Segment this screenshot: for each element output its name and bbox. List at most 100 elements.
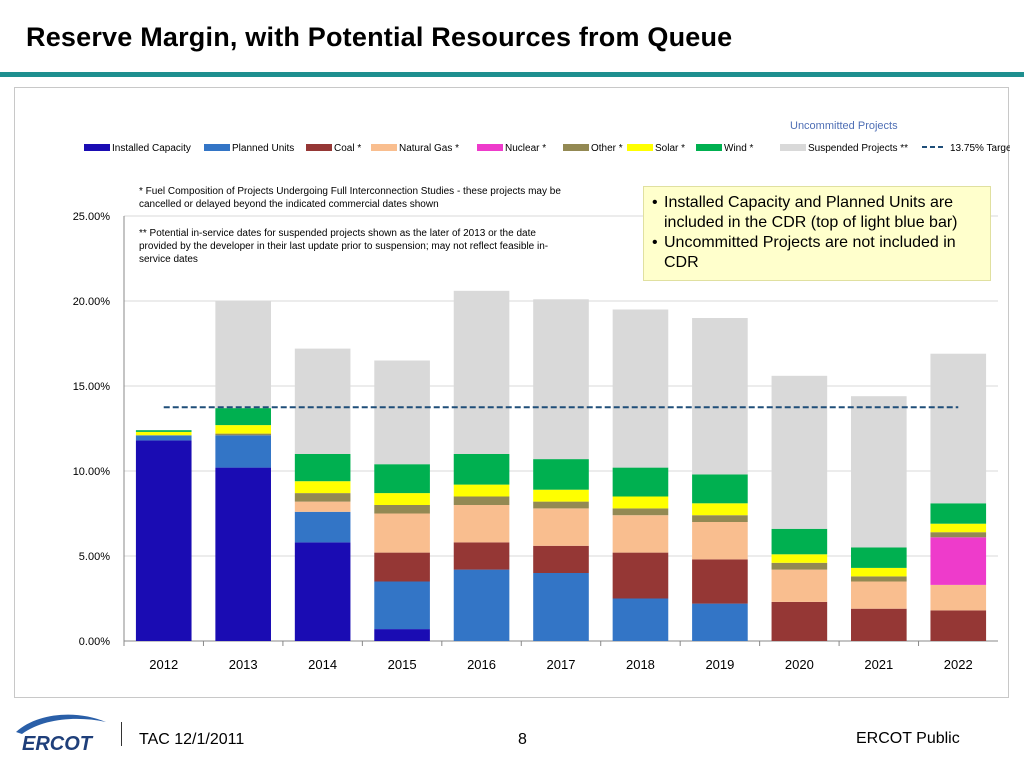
x-tick-label: 2014 xyxy=(308,657,337,672)
bar-segment xyxy=(851,608,907,641)
x-tick-label: 2012 xyxy=(149,657,178,672)
y-tick-label: 25.00% xyxy=(73,211,111,223)
y-tick-label: 20.00% xyxy=(73,296,111,308)
bar-segment xyxy=(851,576,907,582)
bar-segment xyxy=(692,515,748,522)
bar-segment xyxy=(453,569,510,641)
bar-segment xyxy=(135,440,192,641)
bar-segment xyxy=(771,528,828,555)
bar-segment xyxy=(453,290,510,454)
bar-segment xyxy=(294,542,351,641)
bar-segment xyxy=(374,360,430,465)
legend-label: Planned Units xyxy=(232,143,294,154)
bar-segment xyxy=(930,523,987,533)
bar-segment xyxy=(374,513,430,553)
cdr-callout-box: Installed Capacity and Planned Units are… xyxy=(643,186,991,281)
reserve-margin-chart: 0.00% 5.00% 10.00% 15.00% 20.00% 25.00% 2012 20… xyxy=(73,143,1010,672)
note-suspended-projects: ** Potential in-service dates for suspen… xyxy=(139,228,549,265)
legend-label: Solar * xyxy=(655,143,685,154)
legend-swatch xyxy=(477,144,503,151)
bar-segment xyxy=(374,493,430,505)
bar-segment xyxy=(612,552,669,599)
bar-segment xyxy=(453,454,510,485)
bar-segment xyxy=(612,515,669,553)
bar-segment xyxy=(533,489,589,502)
bar-segment xyxy=(771,554,828,563)
svg-text:ERCOT: ERCOT xyxy=(22,733,94,755)
chart-frame: 0.00% 5.00% 10.00% 15.00% 20.00% 25.00% 2012 20… xyxy=(14,87,1010,698)
bar-segment xyxy=(294,493,351,502)
bar-segment xyxy=(453,505,510,543)
bar-segment xyxy=(374,629,430,641)
bar-segment xyxy=(692,503,748,516)
bar-segment xyxy=(533,501,589,509)
footer-separator xyxy=(121,722,122,746)
bar-segment xyxy=(930,610,987,641)
page-number: 8 xyxy=(518,731,527,748)
bar-segment xyxy=(215,435,271,468)
bar-segment xyxy=(930,503,987,524)
bar-segment xyxy=(692,559,748,604)
x-tick-label: 2015 xyxy=(388,657,417,672)
x-tick-label: 2022 xyxy=(944,657,973,672)
bar-segment xyxy=(692,474,748,504)
y-tick-label: 10.00% xyxy=(73,466,111,478)
note-fuel-composition: * Fuel Composition of Projects Undergoin… xyxy=(139,186,561,210)
bar-segment xyxy=(771,601,828,641)
bar-segment xyxy=(612,467,669,497)
legend-swatch xyxy=(563,144,589,151)
uncommitted-projects-label: Uncommitted Projects xyxy=(790,120,898,132)
x-tick-label: 2018 xyxy=(626,657,655,672)
bar-segment xyxy=(612,508,669,516)
legend-swatch xyxy=(627,144,653,151)
legend-swatch xyxy=(306,144,332,151)
bar-segment xyxy=(533,299,589,460)
bar-segment xyxy=(215,301,271,409)
bar-segment xyxy=(533,459,589,490)
legend-label: Installed Capacity xyxy=(112,143,191,154)
title-underline xyxy=(0,72,1024,77)
y-tick-label: 15.00% xyxy=(73,381,111,393)
callout-item: Installed Capacity and Planned Units are… xyxy=(652,193,980,233)
legend-swatch xyxy=(204,144,230,151)
footer-classification: ERCOT Public xyxy=(856,730,960,747)
bar-segment xyxy=(930,537,987,585)
bar-segment xyxy=(533,508,589,546)
bar-segment xyxy=(215,433,271,436)
legend-label: Coal * xyxy=(334,143,361,154)
bar-segment xyxy=(692,603,748,641)
bar-segment xyxy=(771,562,828,570)
legend-swatch xyxy=(780,144,806,151)
bar-segment xyxy=(374,552,430,582)
bar-segment xyxy=(453,542,510,570)
bar-segment xyxy=(215,408,271,426)
bar-segment xyxy=(215,425,271,434)
bar-segment xyxy=(612,309,669,468)
bar-segment xyxy=(930,353,987,504)
x-tick-label: 2013 xyxy=(229,657,258,672)
bar-segment xyxy=(533,545,589,573)
bar-segment xyxy=(851,581,907,609)
legend-label: Other * xyxy=(591,143,623,154)
bar-segment xyxy=(771,569,828,602)
legend-swatch xyxy=(84,144,110,151)
bar-segment xyxy=(294,501,351,512)
bar-segment xyxy=(374,581,430,630)
bar-segment xyxy=(294,348,351,454)
bar-segment xyxy=(294,511,351,543)
footer-date: TAC 12/1/2011 xyxy=(139,731,245,748)
bar-segment xyxy=(612,496,669,509)
bar-segment xyxy=(135,431,192,436)
bar-segment xyxy=(374,505,430,514)
bar-segment xyxy=(771,375,828,529)
bar-segment xyxy=(930,584,987,611)
bar-segment xyxy=(135,435,192,441)
legend-label: Suspended Projects ** xyxy=(808,143,908,154)
legend-swatch xyxy=(371,144,397,151)
x-tick-label: 2019 xyxy=(705,657,734,672)
callout-item: Uncommitted Projects are not included in… xyxy=(652,233,980,273)
legend-label: 13.75% Target xyxy=(950,143,1010,154)
bar-segment xyxy=(135,430,192,432)
bar-segment xyxy=(453,484,510,497)
bar-segment xyxy=(294,454,351,482)
